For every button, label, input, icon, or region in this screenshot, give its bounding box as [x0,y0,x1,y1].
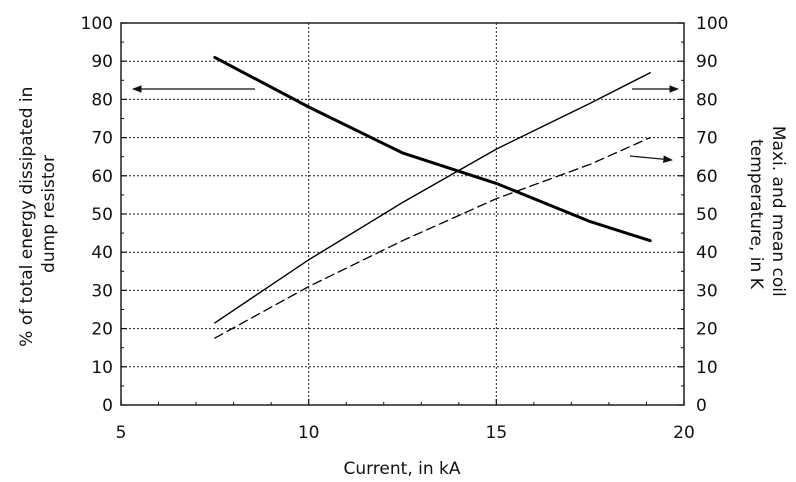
y-left-tick-label: 100 [81,14,113,34]
y-right-tick-label: 60 [696,167,718,187]
y-left-tick-label: 10 [91,358,113,378]
y-right-tick-label: 10 [696,358,718,378]
y-left-tick-label: 50 [91,205,113,225]
y-left-tick-label: 90 [91,52,113,72]
y-left-tick-label: 0 [102,396,113,416]
y-axis-left-title: % of total energy dissipated in dump res… [17,81,59,347]
y-axis-right-title: Maxi. and mean coil temperature, in K [746,126,788,302]
x-axis-title: Current, in kA [343,459,460,479]
axis-ticks: 0 0 10 10 20 20 30 30 40 40 50 50 60 60 70 70 80 80 90 90 10… [81,14,729,443]
y-left-tick-label: 30 [91,281,113,301]
y-left-tick-label: 60 [91,167,113,187]
x-tick-label: 15 [486,423,508,443]
x-tick-label: 10 [298,423,320,443]
y-left-tick-label: 70 [91,129,113,149]
y-left-tick-label: 80 [91,90,113,110]
y-right-tick-label: 30 [696,281,718,301]
gridlines [121,23,684,405]
y-right-tick-label: 100 [696,14,728,34]
energy-dissipated-line [213,55,652,243]
max-temperature-line [214,72,651,324]
y-right-tick-label: 80 [696,90,718,110]
x-tick-label: 20 [673,423,695,443]
series-lines [213,55,652,339]
y-right-tick-label: 40 [696,243,718,263]
axis-arrows [132,85,679,164]
y-right-tick-label: 90 [696,52,718,72]
y-right-tick-label: 70 [696,129,718,149]
mean-temperature-line [214,136,651,339]
y-right-tick-label: 0 [696,396,707,416]
y-left-tick-label: 20 [91,320,113,340]
x-tick-label: 5 [116,423,127,443]
y-right-tick-label: 20 [696,320,718,340]
y-left-tick-label: 40 [91,243,113,263]
right-axis-arrow-mean [629,155,673,164]
y-right-tick-label: 50 [696,205,718,225]
